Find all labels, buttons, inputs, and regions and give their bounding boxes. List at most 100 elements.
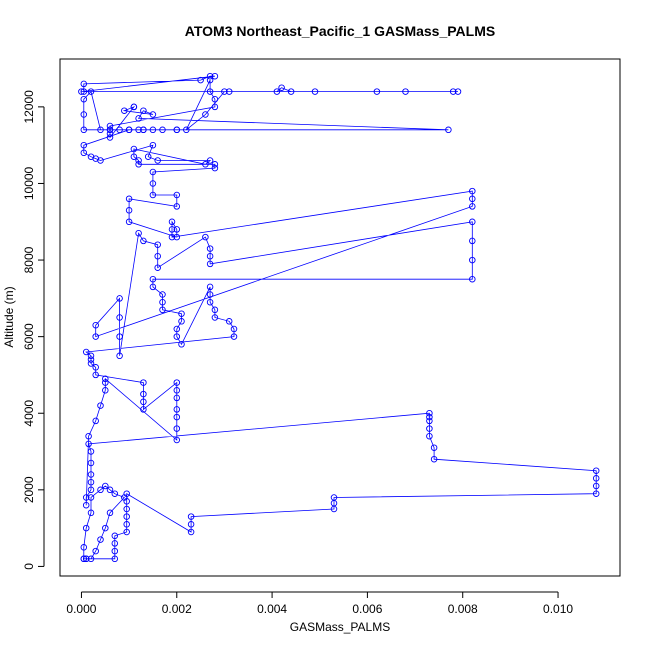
data-point	[97, 536, 104, 543]
data-point	[173, 387, 181, 394]
data-point	[173, 413, 181, 421]
x-axis: 0.000 0.002 0.004 0.006 0.008 0.010	[66, 591, 573, 616]
data-point	[211, 306, 219, 314]
data-point	[87, 478, 95, 486]
data-point	[469, 275, 476, 283]
data-point	[87, 494, 95, 501]
data-point	[273, 88, 281, 95]
data-point	[430, 444, 438, 451]
data-point	[102, 524, 109, 532]
data-point	[116, 314, 123, 321]
data-point	[311, 88, 319, 95]
data-point	[125, 207, 133, 214]
data-point	[154, 241, 161, 248]
x-tick-label: 0.000	[66, 602, 96, 616]
data-point	[125, 195, 133, 203]
y-tick-label: 12000	[22, 90, 36, 124]
data-point	[469, 218, 476, 226]
data-point	[87, 360, 95, 367]
series-line	[81, 75, 597, 560]
data-point	[173, 333, 181, 340]
data-point	[116, 352, 123, 360]
data-point	[154, 252, 161, 260]
data-point	[140, 379, 147, 386]
data-point	[87, 356, 95, 363]
data-point	[211, 314, 219, 321]
chart-title: ATOM3 Northeast_Pacific_1 GASMass_PALMS	[185, 23, 495, 39]
data-point	[202, 111, 209, 118]
data-point	[92, 333, 99, 340]
data-point	[80, 544, 88, 551]
data-point	[173, 233, 181, 241]
data-point	[111, 547, 119, 555]
data-point	[149, 283, 157, 291]
data-point	[469, 237, 476, 245]
data-point	[230, 325, 238, 333]
data-point	[135, 161, 142, 168]
data-point	[211, 72, 219, 80]
data-point	[135, 157, 142, 164]
data-point	[159, 298, 166, 306]
data-point	[230, 333, 238, 340]
data-point	[206, 291, 214, 298]
data-point	[373, 88, 381, 95]
x-tick-label: 0.004	[257, 602, 287, 616]
data-point	[206, 72, 214, 80]
data-point	[330, 494, 338, 501]
data-point	[206, 76, 214, 84]
data-point	[426, 425, 433, 432]
data-point	[168, 218, 176, 226]
x-tick-label: 0.006	[352, 602, 382, 616]
data-point	[111, 490, 119, 497]
x-axis-label: GASMass_PALMS	[290, 620, 390, 634]
data-point	[469, 187, 476, 195]
data-point	[402, 88, 409, 95]
data-point	[211, 95, 219, 103]
data-point	[82, 501, 90, 509]
data-point	[80, 95, 88, 103]
data-point	[123, 490, 130, 497]
data-point	[173, 325, 181, 333]
data-point	[106, 130, 114, 137]
data-point	[87, 448, 95, 455]
data-point	[87, 509, 95, 517]
data-point	[82, 524, 90, 532]
y-tick-label: 2000	[22, 476, 36, 503]
data-point	[178, 310, 185, 317]
data-point	[106, 126, 114, 134]
data-point	[206, 298, 214, 306]
data-point	[106, 486, 114, 494]
data-point	[135, 229, 142, 237]
data-point	[149, 126, 157, 134]
data-point	[173, 379, 181, 386]
x-tick-label: 0.010	[543, 602, 573, 616]
data-point	[173, 203, 181, 210]
data-point	[168, 233, 176, 241]
data-point	[211, 103, 219, 111]
data-point	[140, 237, 147, 245]
data-point	[123, 521, 130, 528]
data-point	[106, 134, 114, 141]
data-point	[97, 486, 104, 494]
data-point	[154, 264, 161, 271]
y-tick-label: 8000	[22, 246, 36, 273]
data-point	[123, 498, 130, 505]
data-point	[111, 532, 119, 540]
data-point	[87, 352, 95, 360]
data-point	[178, 341, 185, 348]
data-point	[454, 88, 462, 95]
data-point	[87, 459, 95, 467]
data-point	[87, 555, 95, 563]
y-axis: 0 2000 4000 6000 8000 10000 12000	[22, 90, 45, 570]
data-point	[149, 168, 157, 176]
data-point	[469, 203, 476, 210]
data-point	[111, 540, 119, 547]
data-point	[173, 406, 181, 413]
data-point	[149, 180, 157, 187]
data-point	[202, 161, 209, 168]
data-point	[159, 291, 166, 298]
data-point	[173, 394, 181, 402]
y-axis-label: Altitude (m)	[2, 286, 16, 347]
data-point	[206, 157, 214, 164]
data-point	[445, 126, 452, 134]
